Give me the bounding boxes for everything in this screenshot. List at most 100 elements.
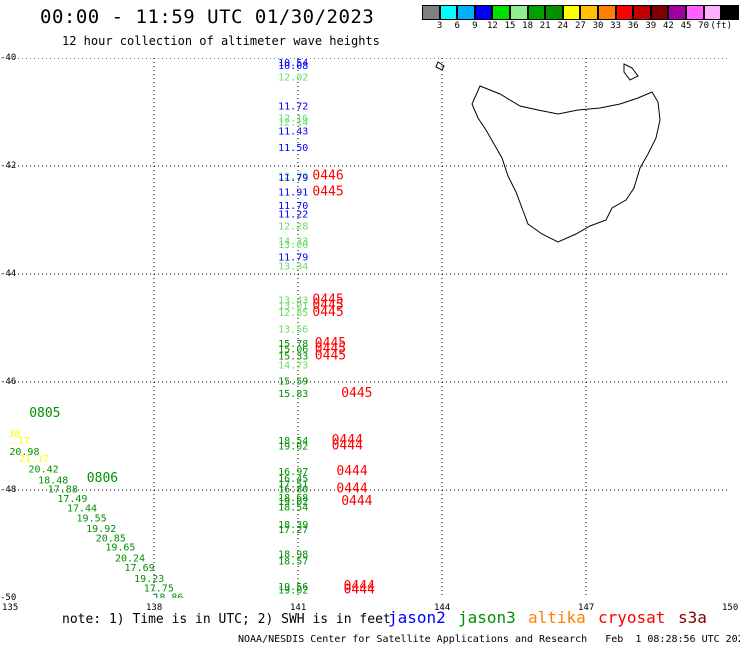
wave-height-label: 11.43 <box>278 127 308 138</box>
wave-height-label: 11.91 <box>278 188 308 199</box>
colorbar-swatch <box>615 5 634 20</box>
wave-height-label: 19.55 <box>77 513 107 524</box>
pass-time-label: 0445 <box>312 185 343 200</box>
colorbar-swatch <box>580 5 598 20</box>
colorbar-swatch <box>474 5 493 20</box>
colorbar-swatch <box>422 5 440 20</box>
wave-height-label: 15.33 <box>278 351 308 362</box>
wave-height-label: 20.98 <box>10 447 39 458</box>
wave-height-label: 13.00 <box>278 240 308 251</box>
latitude-label: -50 <box>0 593 17 603</box>
lat-lon-grid <box>10 58 730 598</box>
wave-height-label: 18.86 <box>153 593 183 598</box>
wave-height-label: 11.22 <box>278 209 308 220</box>
wave-height-label: 18.54 <box>278 503 308 514</box>
wave-height-label: 15.59 <box>278 377 308 388</box>
wave-height-label: 14.33 <box>278 236 308 247</box>
pass-time-label: 0444 <box>344 583 375 598</box>
wave-height-label: 11.70 <box>278 201 308 212</box>
wave-height-label: 12.85 <box>278 308 308 319</box>
colorbar-swatch <box>650 5 669 20</box>
pass-time-label: 0444 <box>332 433 363 448</box>
wave-height-label: 12.14 <box>278 118 308 129</box>
pass-time-label: 0444 <box>336 464 367 479</box>
wave-height-label: 13.34 <box>278 262 308 273</box>
longitude-label: 147 <box>578 603 595 613</box>
pass-time-label: 0444 <box>332 439 363 454</box>
wave-height-label: 18.48 <box>38 476 68 487</box>
wave-height-label: 18.54 <box>278 436 308 447</box>
colorbar-label: 27 <box>574 21 586 31</box>
latitude-label: -46 <box>0 377 17 387</box>
colorbar-swatch <box>509 5 528 20</box>
colorbar-label: 42 <box>662 21 674 31</box>
wave-height-colorbar <box>422 5 739 20</box>
colorbar-labels: 3 6 9 12 15 18 21 24 27 30 33 36 39 42 45 70 (ft) <box>422 21 740 33</box>
wave-height-label: 17.44 <box>67 504 97 515</box>
pass-time-label: 0445 <box>315 348 346 363</box>
longitude-label: 138 <box>146 603 163 613</box>
colorbar-swatch <box>492 5 510 20</box>
wave-height-label: 20.42 <box>29 465 59 476</box>
colorbar-label: 30 <box>592 21 604 31</box>
wave-height-label: 19.92 <box>86 524 116 535</box>
colorbar-swatch <box>527 5 546 20</box>
pass-time-label: 0444 <box>344 579 375 594</box>
wave-height-label: 15.78 <box>278 339 308 350</box>
colorbar-swatch <box>562 5 581 20</box>
pass-time-label: 0445 <box>315 336 346 351</box>
colorbar-swatch <box>457 5 475 20</box>
colorbar-swatch <box>668 5 686 20</box>
wave-height-label: 21.38 <box>10 429 20 440</box>
colorbar-label: 18 <box>522 21 534 31</box>
colorbar-label: 24 <box>557 21 569 31</box>
longitude-label: 144 <box>434 603 451 613</box>
pass-time-label: 0445 <box>312 298 343 313</box>
legend-s3a: s3a <box>678 608 707 627</box>
colorbar-label: 21 <box>539 21 551 31</box>
map-subtitle: 12 hour collection of altimeter wave hei… <box>62 34 380 48</box>
wave-height-label: 20.24 <box>115 553 145 564</box>
wave-height-label: 19.56 <box>278 582 308 593</box>
wave-height-label: 18.68 <box>278 493 308 504</box>
note-text: note: 1) Time is in UTC; 2) SWH is in fe… <box>62 612 391 627</box>
wave-height-label: 20.85 <box>96 533 126 544</box>
longitude-label: 135 <box>2 603 19 613</box>
wave-height-label: 21.17 <box>19 454 49 465</box>
wave-height-label: 11.79 <box>278 253 308 264</box>
colorbar-swatch <box>721 5 739 20</box>
wave-height-label: 17.75 <box>144 584 174 595</box>
colorbar-label: 6 <box>454 21 460 31</box>
wave-height-label: 10.08 <box>278 61 308 72</box>
latitude-label: -40 <box>0 53 17 63</box>
colorbar-label: 15 <box>504 21 516 31</box>
colorbar-label: 39 <box>645 21 657 31</box>
tasmania-coastline <box>471 85 661 243</box>
colorbar-label: 12 <box>486 21 498 31</box>
wave-height-label: 17.51 <box>278 479 308 490</box>
wave-height-label: 21.17 <box>10 436 30 447</box>
colorbar-label: 33 <box>610 21 622 31</box>
wave-height-label: 13.43 <box>278 296 308 307</box>
pass-time-label: 0445 <box>341 386 372 401</box>
pass-time-label: 0446 <box>312 169 343 184</box>
colorbar-label: 9 <box>472 21 478 31</box>
legend-jason2: jason2 <box>388 608 446 627</box>
wave-height-label: 16.80 <box>278 485 308 496</box>
legend-altika: altika <box>528 608 586 627</box>
wave-height-label: 11.79 <box>278 173 308 184</box>
wave-height-label: 13.56 <box>278 324 308 335</box>
wave-height-label: 17.27 <box>278 525 308 536</box>
king-island <box>435 61 445 71</box>
wave-height-label: 19.65 <box>105 542 135 553</box>
wave-height-label: 18.39 <box>278 520 308 531</box>
colorbar-swatch <box>633 5 651 20</box>
pass-time-label: 0444 <box>336 482 367 497</box>
wave-height-label: 16.97 <box>278 467 308 478</box>
colorbar-swatch <box>703 5 722 20</box>
colorbar-swatch <box>597 5 616 20</box>
latitude-label: -42 <box>0 161 17 171</box>
wave-height-label: 12.16 <box>278 114 308 125</box>
wave-height-label: 18.57 <box>278 557 308 568</box>
